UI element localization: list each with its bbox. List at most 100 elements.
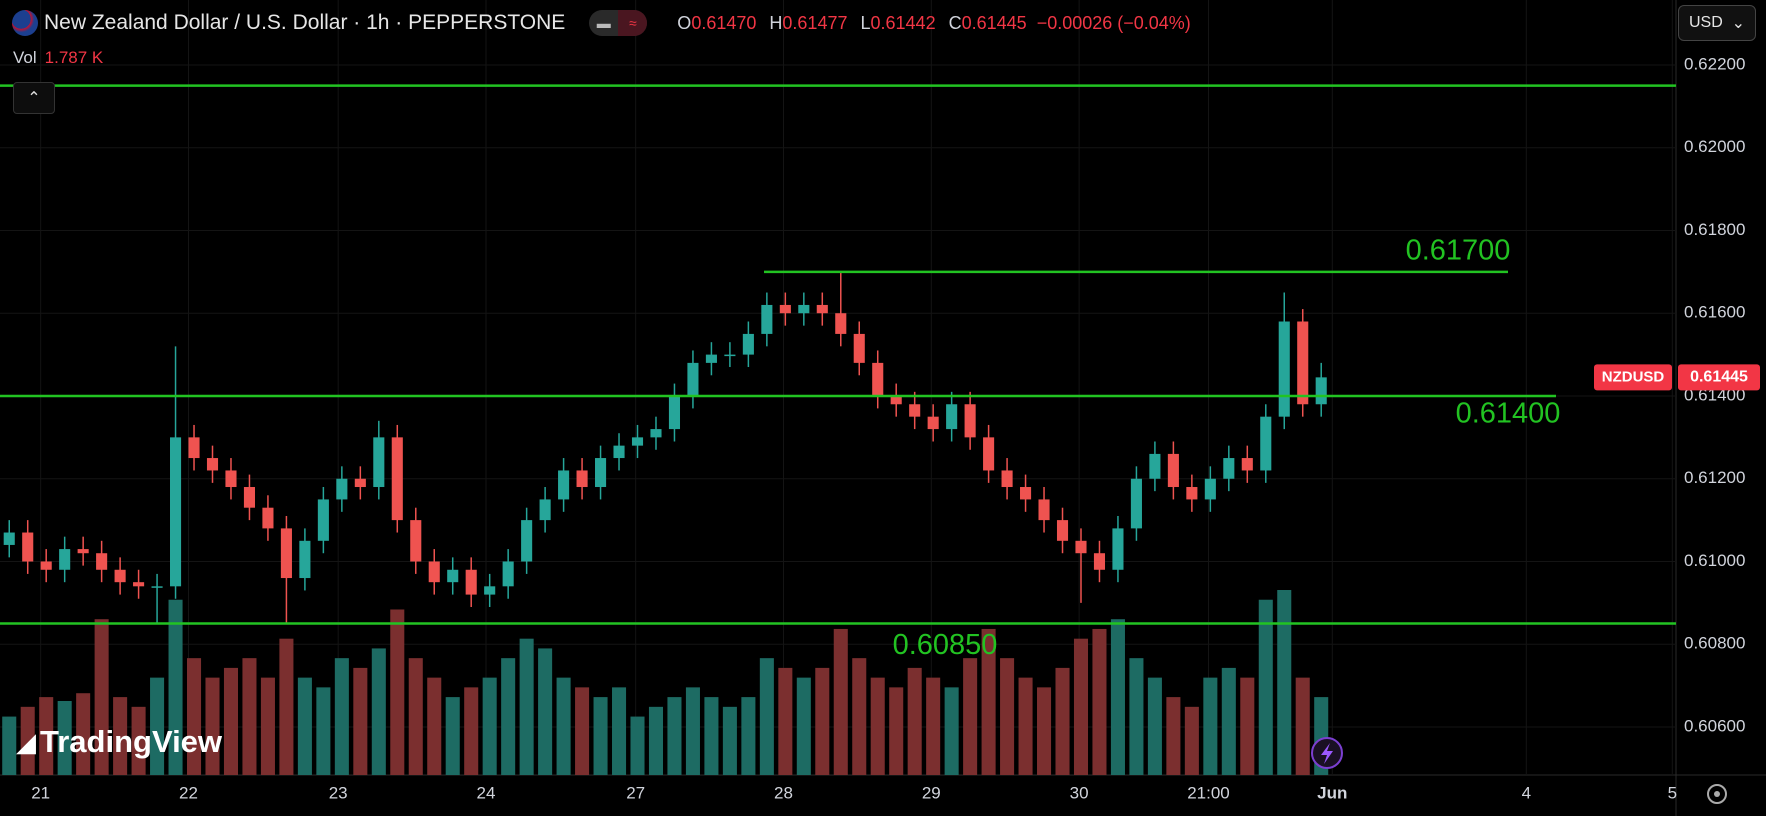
candle-body — [299, 540, 311, 579]
volume-bar — [482, 677, 497, 775]
settings-icon-core — [1714, 791, 1720, 797]
candle-body — [96, 553, 108, 570]
volume-bar — [704, 697, 719, 775]
candle-body — [761, 304, 773, 334]
volume-bar — [57, 701, 72, 775]
y-tick-label: 0.61600 — [1684, 303, 1745, 322]
candle-body — [114, 569, 126, 583]
volume-bar — [575, 687, 590, 775]
volume-bar — [150, 677, 165, 775]
volume-bar — [556, 677, 571, 775]
y-tick-label: 0.61800 — [1684, 220, 1745, 239]
volume-bar — [1184, 706, 1199, 775]
candle-body — [77, 549, 89, 554]
quick-action-bolt — [1321, 743, 1333, 764]
candle-body — [447, 569, 459, 583]
x-tick-label: 21 — [31, 783, 50, 802]
volume-bar — [1203, 677, 1218, 775]
volume-bar — [390, 609, 405, 775]
toggle-compare[interactable]: ≈ — [618, 10, 648, 36]
candle-body — [206, 458, 219, 471]
candle-body — [22, 532, 34, 562]
toggle-hide[interactable]: ▬ — [596, 15, 611, 31]
candle-body — [1241, 458, 1253, 471]
candle-body — [705, 354, 717, 363]
candle-body — [317, 499, 329, 541]
x-tick-label: 29 — [922, 783, 941, 802]
candle-body — [983, 437, 995, 471]
candle-body — [742, 333, 754, 355]
candle-body — [1001, 470, 1013, 488]
candle-body — [391, 437, 403, 521]
symbol-title[interactable]: New Zealand Dollar / U.S. Dollar · 1h · … — [44, 11, 566, 34]
volume-value: 1.787 K — [44, 48, 104, 67]
y-tick-label: 0.60800 — [1684, 634, 1745, 653]
candle-body — [1315, 377, 1327, 405]
candle-body — [909, 404, 921, 417]
collapse-button[interactable]: ⌃ — [13, 82, 55, 114]
price-axis — [1676, 0, 1766, 816]
candle-body — [188, 437, 200, 459]
candle-body — [1186, 487, 1198, 500]
volume-bar — [1073, 638, 1089, 775]
volume-bar — [778, 667, 793, 775]
x-tick-label: 21:00 — [1187, 783, 1230, 802]
x-tick-label: 27 — [626, 783, 645, 802]
candle-body — [280, 528, 292, 579]
candle-body — [539, 499, 551, 521]
candle-body — [1204, 478, 1216, 500]
volume-bar — [39, 697, 54, 775]
volume-bar — [187, 658, 202, 775]
volume-bar — [852, 658, 867, 775]
x-tick-label: 4 — [1522, 783, 1531, 802]
volume-bar — [297, 677, 312, 775]
candle-body — [816, 304, 828, 314]
candle-body — [1297, 321, 1309, 405]
volume-bar — [593, 697, 608, 775]
volume-bar — [667, 697, 682, 775]
candle-body — [336, 478, 348, 500]
volume-bar — [1240, 677, 1255, 775]
x-tick-label: 5 — [1668, 783, 1677, 802]
volume-bar — [501, 658, 516, 775]
volume-bar — [353, 667, 368, 775]
volume-bar — [889, 687, 904, 775]
volume-bar — [1277, 590, 1292, 775]
volume-bar — [926, 677, 941, 775]
candle-body — [613, 445, 625, 459]
candle-body — [724, 354, 736, 357]
candle-body — [354, 478, 366, 488]
ohlc-value: 0.61442 — [870, 12, 936, 33]
volume-bar — [796, 677, 811, 775]
volume-bar — [944, 687, 959, 775]
volume-bar — [1147, 677, 1162, 775]
symbol-flag — [12, 10, 38, 36]
volume-bar — [20, 706, 35, 775]
x-tick-label: 28 — [774, 783, 793, 802]
candle-body — [1149, 453, 1161, 479]
ohlc-key: L — [860, 12, 871, 33]
volume-bar — [1110, 619, 1125, 775]
volume-bar — [1037, 687, 1052, 775]
volume-bar — [279, 638, 294, 775]
volume-bar — [833, 628, 848, 775]
volume-bar — [168, 599, 183, 775]
volume-label: Vol — [13, 48, 37, 67]
candle-body — [1093, 553, 1106, 570]
logo: ◢ TradingView — [16, 724, 222, 760]
volume-bar — [113, 697, 128, 775]
volume-legend: Vol 1.787 K — [13, 48, 103, 68]
y-tick-label: 0.61200 — [1684, 468, 1745, 487]
volume-bar — [316, 687, 331, 775]
volume-bar — [648, 706, 664, 775]
candle-body — [1020, 487, 1032, 500]
candle-body — [687, 362, 699, 396]
x-tick-label: 22 — [179, 783, 198, 802]
candle-body — [410, 520, 422, 562]
candle-body — [521, 520, 533, 562]
currency-select[interactable]: USD ⌄ — [1678, 5, 1756, 41]
volume-bar — [94, 619, 109, 775]
toggle-group: ▬ ≈ — [589, 10, 648, 36]
y-tick-label: 0.60600 — [1684, 716, 1745, 735]
